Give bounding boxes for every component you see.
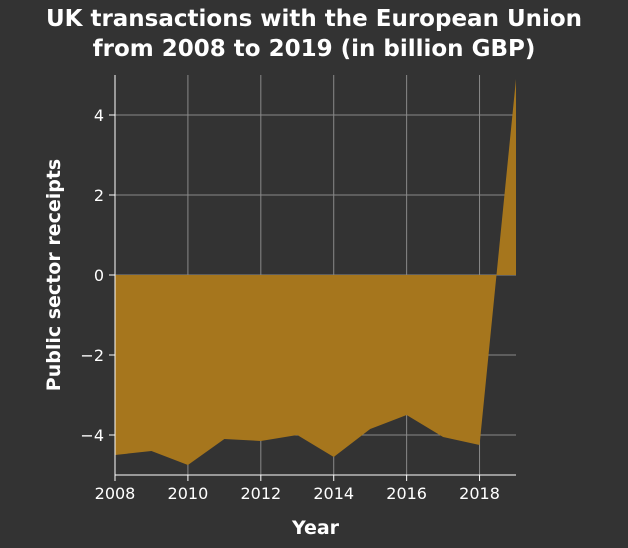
chart-title-line-2: from 2008 to 2019 (in billion GBP) xyxy=(92,36,536,62)
x-axis-label: Year xyxy=(291,517,340,539)
x-tick-label: 2012 xyxy=(240,484,281,503)
x-tick-label: 2010 xyxy=(168,484,209,503)
y-tick-label: 2 xyxy=(94,186,104,205)
y-tick-label: −4 xyxy=(80,426,104,445)
y-tick-label: 0 xyxy=(94,266,104,285)
area-series xyxy=(115,79,516,465)
x-tick-label: 2014 xyxy=(313,484,354,503)
x-tick-label: 2018 xyxy=(459,484,500,503)
chart-title-line-1: UK transactions with the European Union xyxy=(45,6,583,32)
tick-labels: 2008 2010 2012 2014 2016 2018 −4 −2 0 2 4 xyxy=(80,106,499,503)
y-tick-label: 4 xyxy=(94,106,104,125)
axes xyxy=(109,75,516,481)
y-tick-label: −2 xyxy=(80,346,104,365)
area-fill xyxy=(115,79,516,465)
chart-title: UK transactions with the European Union … xyxy=(0,4,628,64)
x-tick-label: 2008 xyxy=(95,484,136,503)
y-axis-label: Public sector receipts xyxy=(43,159,65,391)
x-tick-label: 2016 xyxy=(386,484,427,503)
